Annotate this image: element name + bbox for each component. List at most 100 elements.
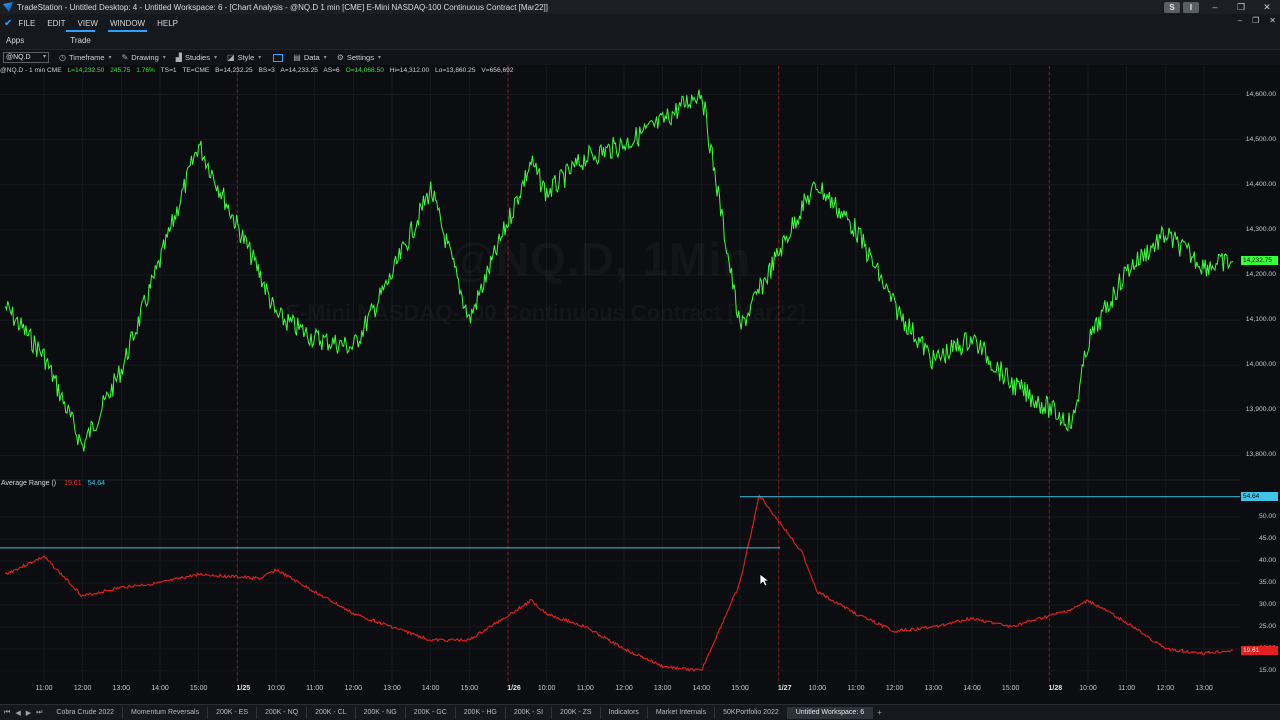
time-axis-label: 1/25 — [236, 685, 251, 692]
close-icon[interactable]: ✕ — [1263, 1, 1271, 12]
clock-icon: ◷ — [59, 53, 66, 62]
time-axis-label: 14:00 — [151, 685, 169, 692]
window-title: TradeStation - Untitled Desktop: 4 - Unt… — [17, 2, 548, 12]
workspace-tab[interactable]: Momentum Reversals — [123, 706, 209, 719]
info-bs: BS=3 — [258, 67, 275, 74]
menu-window[interactable]: WINDOW — [107, 18, 148, 32]
chevron-down-icon: ▾ — [42, 54, 46, 60]
workspace-tab[interactable]: 200K - GC — [406, 706, 456, 719]
price-axis-label: 14,100.00 — [1245, 316, 1276, 324]
add-workspace-icon[interactable]: + — [877, 708, 882, 717]
info-open: O=14,068.50 — [345, 67, 384, 74]
time-axis-label: 12:00 — [344, 685, 363, 692]
indicator-value-blue: 54.64 — [87, 480, 106, 487]
settings-button[interactable]: ⚙ Settings ▾ — [337, 53, 381, 62]
indicator-axis-label: 30.00 — [1258, 600, 1276, 608]
indicator-value-tag: 19.61 — [1241, 646, 1278, 656]
time-axis-label: 11:00 — [576, 685, 594, 692]
time-axis-label: 12:00 — [615, 685, 633, 692]
workspace-tab[interactable]: 200K - HG — [456, 706, 506, 719]
time-axis-label: 15:00 — [731, 685, 749, 692]
data-button[interactable]: ▤ Data ▾ — [293, 53, 326, 62]
title-bar-controls: S I – ❐ ✕ — [1164, 0, 1280, 14]
indicator-axis-label: 25.00 — [1258, 622, 1276, 630]
time-axis-label: 13:00 — [383, 685, 401, 692]
inner-restore-icon[interactable]: ❐ — [1252, 16, 1260, 25]
indicator-value-tag: 54.64 — [1241, 492, 1278, 502]
chart-toolbar: @NQ.D ▾ ◷ Timeframe ▾ ✎ Drawing ▾ ▟ Stud… — [0, 50, 1280, 65]
menu-bar: ✔ FILE EDIT VIEW WINDOW HELP – ❐ ✕ — [0, 14, 1280, 32]
watermark-symbol: @NQ.D, 1Min — [450, 232, 751, 286]
first-tab-icon[interactable]: ⏮ — [4, 708, 11, 716]
info-low: Lo=13,860.25 — [435, 67, 476, 74]
prev-tab-icon[interactable]: ◀ — [15, 709, 21, 717]
chevron-down-icon: ▾ — [162, 55, 166, 61]
time-axis-label: 14:00 — [963, 685, 981, 692]
workspace-tabs: Cobra Crude 2022 Momentum Reversals 200K -… — [48, 706, 874, 719]
info-as: AS=6 — [323, 67, 340, 74]
workspace-tab[interactable]: Indicators — [601, 706, 648, 719]
menu-edit[interactable]: EDIT — [47, 18, 66, 28]
workspace-tab[interactable]: 200K - ES — [208, 706, 257, 719]
time-axis-label: 14:00 — [421, 685, 440, 692]
indicator-axis-label: 15.00 — [1258, 666, 1276, 674]
tab-trade[interactable]: Trade — [66, 30, 95, 45]
workspace-tab[interactable]: 200K - NQ — [257, 706, 308, 719]
inner-minimize-icon[interactable]: – — [1237, 16, 1243, 25]
style-button[interactable]: ◪ Style ▾ — [227, 53, 261, 62]
next-tab-icon[interactable]: ▶ — [25, 709, 32, 717]
drawing-label: Drawing — [131, 53, 159, 62]
time-axis[interactable]: 11:00 12:00 13:00 14:00 15:00 1/25 10:00 11:00 1… — [0, 684, 1240, 696]
time-axis-label: 13:00 — [653, 685, 672, 692]
workspace-tab[interactable]: 200K - NG — [356, 706, 406, 719]
symbol-input[interactable]: @NQ.D ▾ — [3, 52, 49, 63]
price-axis[interactable]: 14,600.00 14,500.00 14,400.00 14,300.00 14,2… — [1240, 66, 1280, 686]
timeframe-button[interactable]: ◷ Timeframe ▾ — [59, 53, 112, 62]
app-tabs: Apps Trade — [0, 30, 1280, 50]
time-axis-label: 10:00 — [808, 685, 827, 692]
chart-canvas[interactable] — [0, 66, 1240, 684]
chevron-down-icon: ▾ — [108, 55, 112, 61]
i-button[interactable]: I — [1183, 1, 1199, 13]
style-icon: ◪ — [227, 53, 235, 62]
tradestation-menu-icon[interactable]: ✔ — [4, 17, 13, 29]
style-label: Style — [237, 53, 255, 62]
data-label: Data — [303, 53, 320, 62]
chevron-down-icon: ▾ — [377, 55, 381, 61]
menu-file[interactable]: FILE — [18, 18, 36, 28]
studies-button[interactable]: ▟ Studies ▾ — [176, 53, 217, 62]
tab-apps[interactable]: Apps — [6, 36, 25, 45]
indicator-label: Average Range () 19.61 54.64 — [1, 480, 105, 487]
workspace-tab[interactable]: 200K - CL — [307, 706, 356, 719]
time-axis-label: 12:00 — [73, 685, 92, 692]
time-axis-label: 1/27 — [777, 685, 792, 692]
workspace-tab[interactable]: Market Internals — [648, 706, 716, 719]
layout-icon[interactable] — [273, 53, 284, 62]
restore-icon[interactable]: ❐ — [1236, 1, 1246, 12]
settings-label: Settings — [346, 53, 374, 62]
menu-help[interactable]: HELP — [157, 18, 178, 28]
menu-view[interactable]: VIEW — [77, 18, 98, 28]
time-axis-label: 1/26 — [507, 685, 521, 692]
symbol-info-line: @NQ.D - 1 min CME L=14,232.50 245.75 1.7… — [0, 67, 1240, 77]
minimize-icon[interactable]: – — [1212, 2, 1218, 12]
info-pct: 1.76% — [136, 67, 155, 74]
workspace-tab[interactable]: Cobra Crude 2022 — [48, 706, 123, 719]
last-tab-icon[interactable]: ⏭ — [36, 708, 43, 716]
price-axis-label: 14,400.00 — [1245, 180, 1276, 188]
timeframe-label: Timeframe — [68, 53, 105, 62]
studies-icon: ▟ — [175, 53, 182, 62]
time-axis-label: 11:00 — [35, 685, 53, 692]
inner-close-icon[interactable]: ✕ — [1269, 16, 1276, 25]
workspace-tab[interactable]: 200K - SI — [506, 706, 553, 719]
price-axis-label: 13,800.00 — [1245, 451, 1276, 459]
gear-icon: ⚙ — [336, 53, 344, 62]
s-button[interactable]: S — [1164, 1, 1180, 13]
workspace-tab[interactable]: Untitled Workspace: 6 — [787, 706, 874, 719]
workspace-tab[interactable]: 200K - ZS — [552, 706, 601, 719]
drawing-button[interactable]: ✎ Drawing ▾ — [122, 53, 166, 62]
indicator-value-red: 19.61 — [64, 480, 82, 487]
workspace-tab[interactable]: 50KPortfolio 2022 — [715, 706, 788, 719]
info-ask: A=14,233.25 — [280, 67, 318, 74]
time-axis-label: 12:00 — [1156, 685, 1175, 692]
